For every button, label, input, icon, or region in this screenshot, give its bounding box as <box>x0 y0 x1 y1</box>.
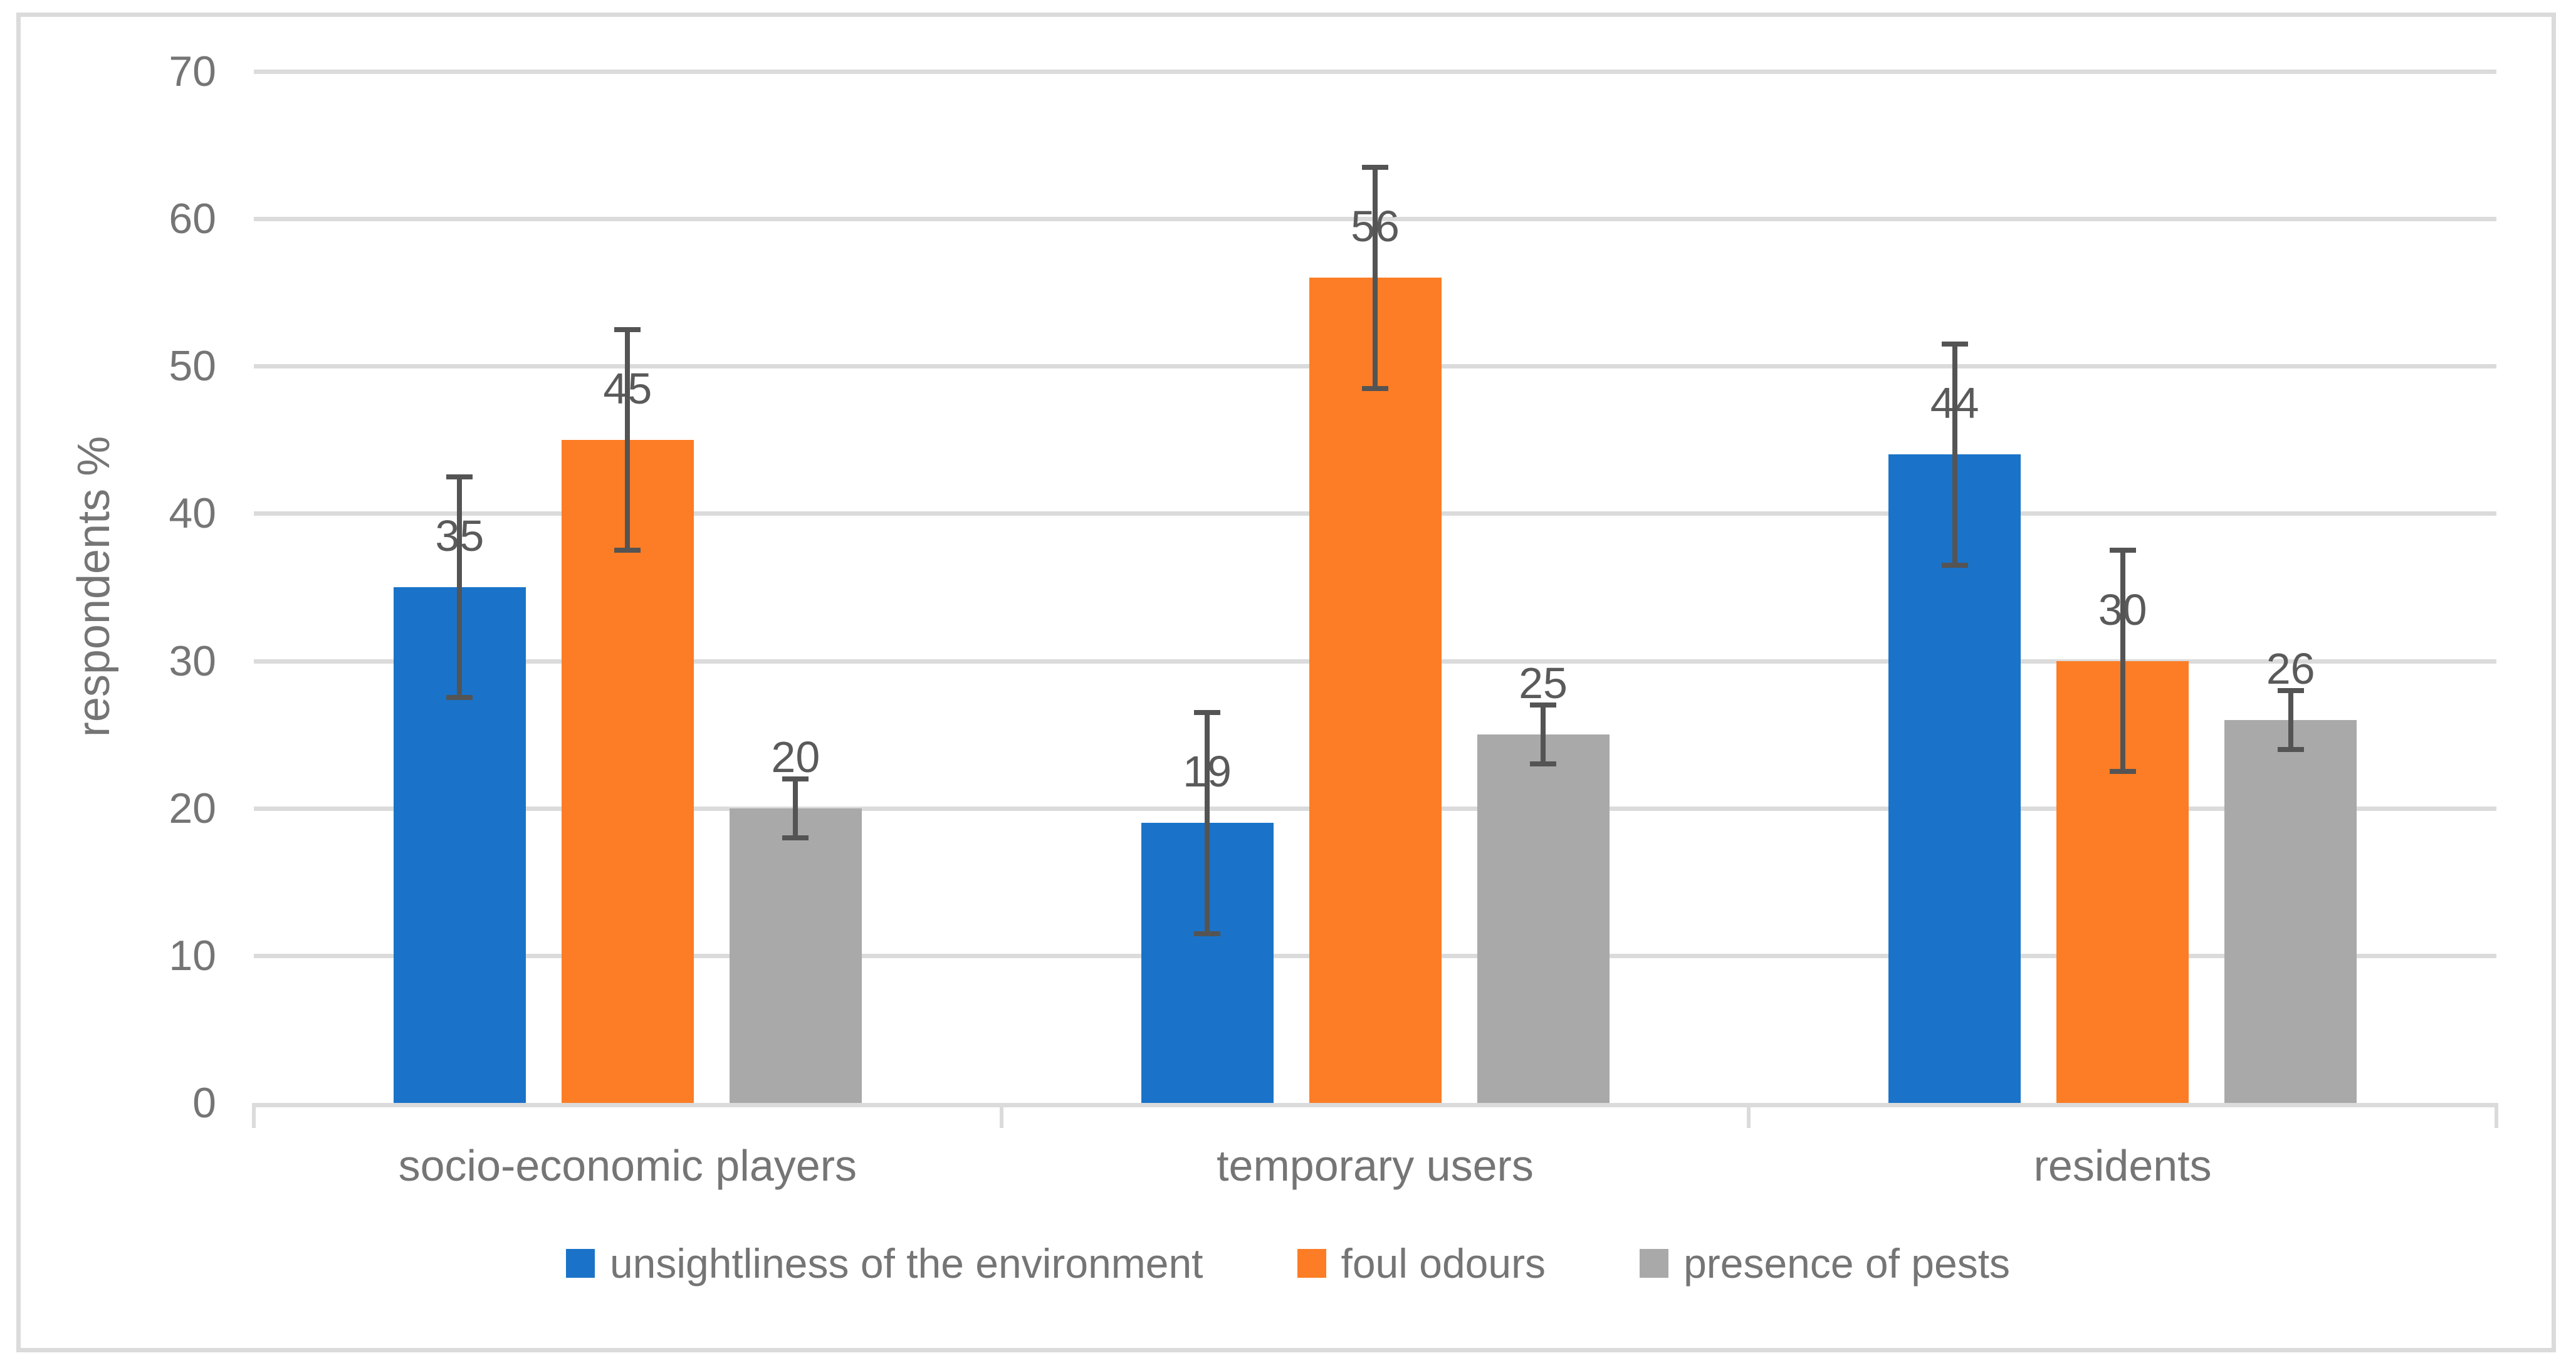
error-bar-cap-bottom <box>614 548 641 553</box>
bar-value-label: 20 <box>771 732 820 781</box>
error-bar-cap-top <box>2109 548 2136 553</box>
bar <box>729 808 862 1103</box>
error-bar-cap-bottom <box>782 835 809 840</box>
error-bar-cap-top <box>1194 709 1220 715</box>
y-axis-tick-label: 0 <box>192 1079 216 1127</box>
legend-label: presence of pests <box>1683 1240 2011 1287</box>
error-bar-cap-top <box>614 326 641 332</box>
error-bar-cap-top <box>446 474 473 479</box>
bar <box>2224 719 2357 1103</box>
x-axis-line <box>254 1103 2496 1107</box>
legend-swatch <box>565 1249 595 1278</box>
x-axis-category-label: residents <box>2033 1141 2212 1190</box>
gridline <box>254 70 2496 74</box>
error-bar-cap-bottom <box>446 695 473 701</box>
error-bar-line <box>793 778 798 838</box>
error-bar-line <box>1541 705 1546 765</box>
legend-label: foul odours <box>1341 1240 1546 1287</box>
error-bar-cap-top <box>1530 702 1556 708</box>
error-bar-line <box>625 329 631 551</box>
legend-item: presence of pests <box>1640 1240 2010 1287</box>
x-axis-category-label: temporary users <box>1217 1141 1534 1190</box>
y-axis-tick-label: 30 <box>169 637 216 685</box>
x-axis-tick <box>252 1103 256 1128</box>
error-bar-cap-bottom <box>2109 768 2136 774</box>
y-axis-tick-label: 50 <box>169 342 216 390</box>
x-axis-category-label: socio-economic players <box>398 1141 857 1190</box>
y-axis-tick-label: 60 <box>169 195 216 243</box>
error-bar-line <box>1205 712 1210 934</box>
y-axis-tick-label: 20 <box>169 784 216 832</box>
legend-item: foul odours <box>1297 1240 1546 1287</box>
x-axis-tick <box>1747 1103 1751 1128</box>
y-axis-tick-label: 10 <box>169 931 216 979</box>
error-bar-line <box>1952 344 1957 565</box>
error-bar-line <box>457 476 463 698</box>
error-bar-cap-bottom <box>1194 931 1220 936</box>
error-bar-line <box>1373 167 1378 389</box>
error-bar-cap-bottom <box>1530 761 1556 767</box>
error-bar-line <box>2288 690 2293 749</box>
error-bar-cap-top <box>1362 164 1388 170</box>
bar-value-label: 25 <box>1519 659 1568 708</box>
legend-item: unsightliness of the environment <box>565 1240 1203 1287</box>
bar <box>1477 734 1610 1103</box>
error-bar-line <box>2120 550 2125 771</box>
y-axis-tick-label: 40 <box>169 489 216 538</box>
error-bar-cap-bottom <box>1941 562 1968 568</box>
error-bar-cap-top <box>1941 342 1968 347</box>
legend-swatch <box>1640 1249 1669 1278</box>
bar <box>1309 278 1442 1103</box>
bar-value-label: 26 <box>2266 644 2315 693</box>
legend: unsightliness of the environment foul odo… <box>25 1240 2551 1287</box>
x-axis-tick <box>999 1103 1003 1128</box>
y-axis-tick-label: 70 <box>169 48 216 95</box>
error-bar-cap-top <box>2277 687 2304 693</box>
error-bar-cap-top <box>782 776 809 781</box>
x-axis-tick <box>2495 1103 2498 1128</box>
error-bar-cap-bottom <box>2277 746 2304 752</box>
error-bar-cap-bottom <box>1362 385 1388 391</box>
legend-label: unsightliness of the environment <box>609 1240 1203 1287</box>
legend-swatch <box>1297 1249 1326 1278</box>
